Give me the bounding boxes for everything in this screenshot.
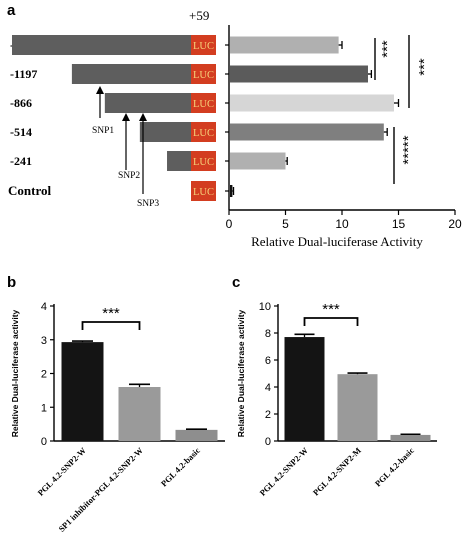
bar xyxy=(230,123,384,141)
y-tick-label: 10 xyxy=(259,301,271,313)
bar xyxy=(337,374,378,441)
construct-label: -241 xyxy=(10,154,32,168)
x-category-label: PGL 4.2-SNP2-W xyxy=(35,445,88,498)
construct-label: -866 xyxy=(10,96,32,110)
significance-label: *** xyxy=(322,301,340,318)
promoter-segment xyxy=(12,35,191,55)
y-tick-label: 0 xyxy=(41,436,47,448)
luc-label: LUC xyxy=(193,70,214,81)
x-category-label: PGL 4.2-basic xyxy=(159,445,202,488)
snp-label: SNP1 xyxy=(92,126,114,136)
x-axis-title: Relative Dual-luciferase Activity xyxy=(251,234,423,249)
promoter-segment xyxy=(139,122,191,142)
luc-label: LUC xyxy=(193,157,214,168)
luc-label: LUC xyxy=(193,187,214,198)
x-tick-label: 5 xyxy=(282,217,289,231)
tss-position-label: +59 xyxy=(189,8,209,23)
bar xyxy=(61,342,104,441)
y-tick-label: 4 xyxy=(41,301,47,313)
luc-box xyxy=(191,64,216,84)
snp-arrow-head xyxy=(122,113,130,121)
significance-bracket xyxy=(303,317,359,326)
luc-label: LUC xyxy=(193,128,214,139)
bar xyxy=(175,429,218,441)
bar xyxy=(118,387,161,441)
x-tick-label: 20 xyxy=(448,217,462,231)
panel-a-chart: 0 5 10 15 20 Relative Dual-luciferase Activit… xyxy=(225,25,462,249)
y-tick-label: 2 xyxy=(265,409,271,421)
construct-label: -514 xyxy=(10,125,32,139)
snp-arrow-head xyxy=(96,86,104,94)
y-tick-label: 0 xyxy=(265,436,271,448)
significance-label: *** xyxy=(102,305,120,322)
significance-bracket xyxy=(81,321,141,330)
bar xyxy=(230,94,394,112)
x-tick-label: 0 xyxy=(226,217,233,231)
panel-c-chart: 0 2 4 6 8 10 Relative Dual-luciferase activity… xyxy=(236,301,437,498)
bar xyxy=(230,65,368,83)
y-tick-label: 1 xyxy=(41,402,47,414)
construct-label: Control xyxy=(8,183,51,198)
bar xyxy=(390,434,431,441)
luc-label: LUC xyxy=(193,41,214,52)
panel-b-letter: b xyxy=(7,274,16,291)
y-tick-label: 3 xyxy=(41,335,47,347)
bar xyxy=(230,152,286,170)
promoter-constructs: +59-1799LUC-1197LUC-866LUC-514LUC-241LUC… xyxy=(8,8,216,209)
panel-c-letter: c xyxy=(232,274,240,291)
x-tick-label: 15 xyxy=(392,217,406,231)
bar xyxy=(230,185,233,197)
significance-label: *** xyxy=(416,58,433,76)
y-axis-title: Relative Dual-luciferase activity xyxy=(10,309,20,437)
promoter-segment xyxy=(167,151,191,171)
luc-label: LUC xyxy=(193,99,214,110)
y-tick-label: 6 xyxy=(265,355,271,367)
y-axis-title: Relative Dual-luciferase activity xyxy=(236,309,246,437)
luc-box xyxy=(191,35,216,55)
bar xyxy=(284,337,325,441)
panel-a-letter: a xyxy=(7,2,16,19)
luc-box xyxy=(191,181,216,201)
significance-label: *** xyxy=(379,40,396,58)
x-category-label: PGL 4.2-SNP2-M xyxy=(311,445,363,497)
promoter-segment xyxy=(104,93,191,113)
x-category-label: PGL 4.2-basic xyxy=(373,445,416,488)
snp-label: SNP3 xyxy=(137,199,159,209)
snp-label: SNP2 xyxy=(118,171,140,181)
promoter-segment xyxy=(71,64,191,84)
snp-arrow-head xyxy=(139,113,147,121)
significance-label: ***** xyxy=(400,135,417,164)
luc-box xyxy=(191,151,216,171)
y-tick-label: 2 xyxy=(41,369,47,381)
luc-box xyxy=(191,93,216,113)
construct-label: -1197 xyxy=(10,67,37,81)
y-tick-label: 4 xyxy=(265,382,271,394)
x-category-label: PGL 4.2-SNP2-W xyxy=(257,445,310,498)
bar xyxy=(230,36,339,54)
luc-box xyxy=(191,122,216,142)
y-tick-label: 8 xyxy=(265,328,271,340)
panel-b-chart: 0 1 2 3 4 Relative Dual-luciferase activity PG… xyxy=(10,301,225,534)
x-tick-label: 10 xyxy=(335,217,349,231)
